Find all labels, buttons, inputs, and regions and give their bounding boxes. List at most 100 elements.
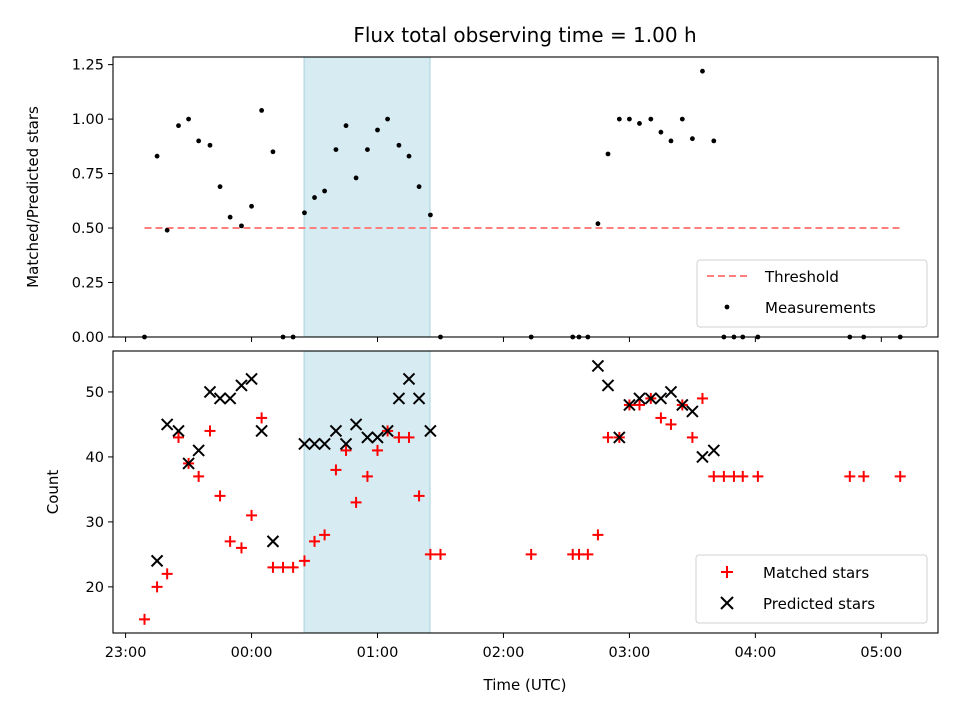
top-ytick-label: 0.25 bbox=[72, 276, 104, 292]
measurement-point bbox=[700, 68, 705, 74]
predicted-star-point bbox=[203, 385, 217, 399]
matched-star-point bbox=[246, 509, 258, 521]
predicted-star-point bbox=[664, 385, 678, 399]
bottom-observing-window bbox=[303, 350, 431, 634]
measurement-point bbox=[637, 121, 642, 126]
legend-matched-label: Matched stars bbox=[763, 564, 869, 582]
predicted-star-point bbox=[182, 457, 195, 470]
predicted-star-point bbox=[613, 431, 626, 444]
predicted-star-point bbox=[150, 554, 164, 568]
matched-star-point bbox=[696, 392, 708, 404]
measurement-point bbox=[595, 221, 601, 227]
top-legend-box bbox=[696, 259, 928, 328]
predicted-star-point bbox=[696, 450, 709, 464]
legend-measurements-label: Measurements bbox=[765, 299, 876, 317]
matched-star-point bbox=[172, 431, 184, 443]
matched-star-point bbox=[592, 529, 604, 541]
predicted-star-point bbox=[686, 405, 699, 418]
measurement-point bbox=[365, 147, 370, 153]
predicted-star-point bbox=[644, 392, 658, 405]
matched-star-point bbox=[844, 470, 856, 482]
legend-measurements-swatch bbox=[724, 304, 730, 310]
matched-star-point bbox=[633, 399, 645, 411]
top-ytick-label: 1.25 bbox=[72, 58, 104, 74]
matched-star-point bbox=[655, 412, 667, 424]
matched-star-point bbox=[298, 555, 310, 567]
matched-star-point bbox=[151, 581, 163, 593]
predicted-star-point bbox=[381, 424, 394, 438]
measurement-point bbox=[711, 138, 717, 144]
bottom-xtick-label: 00:00 bbox=[231, 645, 273, 661]
measurement-point bbox=[249, 203, 254, 209]
predicted-star-point bbox=[707, 444, 721, 457]
measurement-point bbox=[648, 116, 654, 122]
predicted-star-point bbox=[245, 372, 258, 386]
matched-star-point bbox=[686, 431, 698, 443]
matched-star-point bbox=[372, 444, 384, 456]
matched-star-point bbox=[858, 470, 870, 482]
predicted-star-point bbox=[623, 398, 636, 412]
measurement-point bbox=[270, 149, 276, 155]
matched-star-point bbox=[752, 470, 764, 482]
predicted-star-point bbox=[213, 392, 227, 405]
matched-star-point bbox=[319, 529, 331, 541]
measurement-point bbox=[605, 151, 611, 157]
bottom-ylabel: Count bbox=[44, 470, 62, 515]
predicted-star-point bbox=[160, 418, 174, 431]
matched-star-point bbox=[138, 613, 150, 625]
legend-predicted-label: Predicted stars bbox=[763, 595, 875, 613]
predicted-star-point bbox=[329, 424, 343, 438]
top-observing-window bbox=[303, 56, 431, 338]
measurement-point bbox=[375, 127, 380, 133]
top-ytick-label: 0.75 bbox=[72, 167, 104, 183]
matched-star-point bbox=[256, 412, 268, 424]
legend-predicted-swatch bbox=[720, 596, 734, 610]
matched-star-point bbox=[582, 548, 594, 560]
matched-star-point bbox=[403, 431, 415, 443]
measurement-point bbox=[217, 184, 223, 190]
bottom-panel: 20 30 40 50 23:00 00:00 01:00 02:00 03:00 04:00 05… bbox=[44, 350, 939, 694]
predicted-star-point bbox=[361, 431, 374, 444]
measurement-point bbox=[668, 138, 674, 144]
predicted-star-point bbox=[266, 535, 280, 548]
measurement-point bbox=[186, 116, 191, 122]
matched-star-point bbox=[602, 431, 614, 443]
top-ytick-label: 1.00 bbox=[72, 112, 104, 128]
measurement-point bbox=[689, 136, 695, 142]
top-panel-frame bbox=[112, 56, 939, 338]
measurement-point bbox=[154, 153, 160, 159]
matched-star-point bbox=[424, 548, 436, 560]
measurement-point bbox=[176, 123, 181, 129]
matched-star-point bbox=[525, 548, 537, 560]
bottom-xlabel: Time (UTC) bbox=[483, 676, 567, 694]
measurement-point bbox=[302, 210, 307, 216]
predicted-star-point bbox=[591, 359, 605, 373]
predicted-star-point bbox=[349, 418, 363, 431]
matched-star-point bbox=[330, 464, 342, 476]
top-ytick-label: 0.50 bbox=[72, 221, 104, 237]
measurement-point bbox=[428, 212, 433, 218]
measurement-point bbox=[385, 116, 390, 122]
bottom-ytick-label: 30 bbox=[86, 515, 104, 531]
measurement-point bbox=[259, 107, 265, 113]
matched-star-point bbox=[267, 561, 279, 573]
predicted-star-point bbox=[308, 437, 321, 451]
bottom-ytick-label: 50 bbox=[86, 385, 104, 401]
matched-star-point bbox=[193, 470, 205, 482]
measurement-point bbox=[627, 116, 632, 122]
measurement-point bbox=[196, 138, 202, 144]
predicted-star-point bbox=[371, 431, 384, 444]
bottom-legend-box bbox=[695, 554, 928, 624]
matched-star-point bbox=[393, 431, 405, 443]
bottom-xtick-label: 02:00 bbox=[483, 645, 525, 661]
predicted-star-point bbox=[601, 379, 615, 392]
matched-star-point bbox=[287, 561, 299, 573]
predicted-star-point bbox=[339, 437, 353, 451]
predicted-star-point bbox=[255, 424, 268, 438]
predicted-star-point bbox=[676, 398, 689, 412]
bottom-xtick-label: 04:00 bbox=[734, 645, 776, 661]
matched-star-point bbox=[204, 425, 216, 437]
top-panel: 0.00 0.25 0.50 0.75 1.00 1.25 Matched/Predict… bbox=[24, 56, 939, 346]
matched-star-point bbox=[708, 470, 720, 482]
